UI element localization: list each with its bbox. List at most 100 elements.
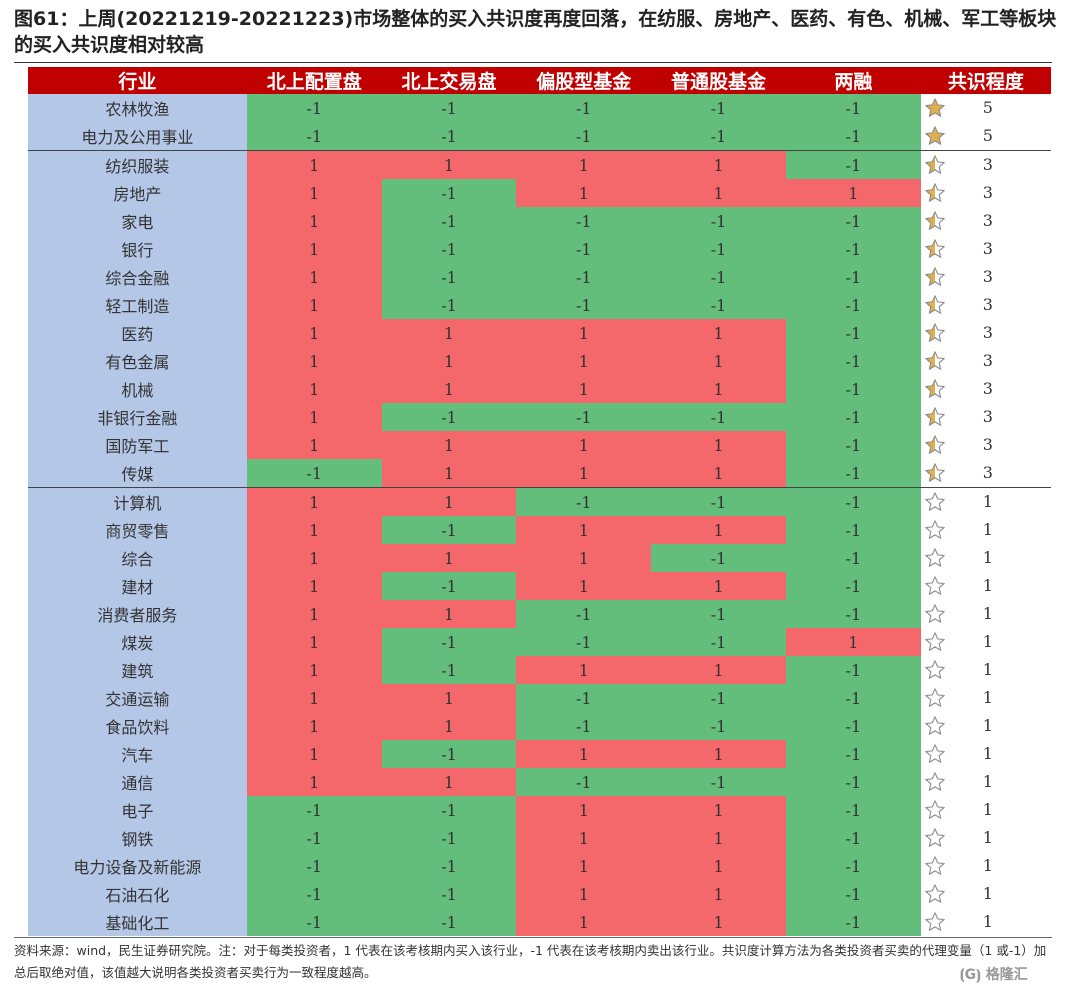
cell-margin-trading: -1 [785, 712, 921, 740]
cell-margin-trading: -1 [785, 235, 921, 263]
consensus-score: 1 [982, 884, 993, 903]
cell-northbound-allocation: 1 [246, 600, 382, 628]
cell-northbound-trading: -1 [381, 740, 517, 768]
cell-northbound-trading: -1 [381, 291, 517, 319]
consensus-score: 1 [982, 772, 993, 791]
cell-northbound-allocation: 1 [246, 740, 382, 768]
cell-northbound-allocation: 1 [246, 712, 382, 740]
cell-margin-trading: -1 [785, 516, 921, 544]
table-row: 通信 1 1 -1 -1 -1 1 [28, 768, 1052, 796]
star-half-icon [925, 239, 945, 258]
industry-name: 电子 [28, 796, 247, 824]
cell-equity-biased-fund: -1 [516, 207, 652, 235]
cell-margin-trading: -1 [785, 600, 921, 628]
table-row: 轻工制造 1 -1 -1 -1 -1 3 [28, 291, 1052, 319]
consensus-cell: 3 [920, 151, 1052, 179]
industry-name: 建材 [28, 572, 247, 600]
industry-name: 房地产 [28, 179, 247, 207]
cell-northbound-allocation: -1 [246, 796, 382, 824]
table-row: 机械 1 1 1 1 -1 3 [28, 375, 1052, 403]
cell-common-stock-fund: 1 [651, 179, 786, 207]
consensus-cell: 1 [920, 488, 1052, 516]
cell-margin-trading: -1 [785, 403, 921, 431]
cell-northbound-trading: 1 [381, 347, 517, 375]
table-row: 建筑 1 -1 1 1 -1 1 [28, 656, 1052, 684]
header-northbound-allocation: 北上配置盘 [266, 71, 362, 93]
cell-northbound-allocation: 1 [246, 768, 382, 796]
cell-northbound-allocation: 1 [246, 544, 382, 572]
consensus-cell: 1 [920, 852, 1052, 880]
industry-name: 综合 [28, 544, 247, 572]
industry-name: 电力设备及新能源 [28, 852, 247, 880]
consensus-score: 1 [982, 660, 993, 679]
cell-margin-trading: -1 [785, 572, 921, 600]
cell-margin-trading: -1 [785, 544, 921, 572]
cell-equity-biased-fund: 1 [516, 740, 652, 768]
cell-common-stock-fund: 1 [651, 740, 786, 768]
industry-name: 传媒 [28, 459, 247, 487]
star-empty-icon [925, 884, 945, 903]
industry-name: 建筑 [28, 656, 247, 684]
consensus-cell: 1 [920, 656, 1052, 684]
cell-northbound-trading: 1 [381, 712, 517, 740]
consensus-score: 3 [982, 379, 993, 398]
consensus-cell: 3 [920, 403, 1052, 431]
industry-name: 通信 [28, 768, 247, 796]
consensus-score: 1 [982, 744, 993, 763]
cell-northbound-allocation: 1 [246, 488, 382, 516]
title-divider [14, 62, 1052, 63]
star-empty-icon [925, 688, 945, 707]
cell-common-stock-fund: -1 [651, 712, 786, 740]
consensus-cell: 3 [920, 431, 1052, 459]
cell-margin-trading: -1 [785, 656, 921, 684]
cell-equity-biased-fund: 1 [516, 516, 652, 544]
cell-margin-trading: 1 [785, 628, 921, 656]
cell-northbound-allocation: 1 [246, 628, 382, 656]
cell-margin-trading: -1 [785, 431, 921, 459]
cell-equity-biased-fund: -1 [516, 768, 652, 796]
star-empty-icon [925, 548, 945, 567]
star-empty-icon [925, 856, 945, 875]
cell-margin-trading: -1 [785, 151, 921, 179]
star-empty-icon [925, 660, 945, 679]
table-row: 非银行金融 1 -1 -1 -1 -1 3 [28, 403, 1052, 431]
cell-common-stock-fund: -1 [651, 291, 786, 319]
cell-equity-biased-fund: 1 [516, 459, 652, 487]
cell-common-stock-fund: -1 [651, 122, 786, 150]
cell-equity-biased-fund: 1 [516, 347, 652, 375]
cell-common-stock-fund: -1 [651, 207, 786, 235]
star-empty-icon [925, 744, 945, 763]
consensus-cell: 3 [920, 235, 1052, 263]
star-half-icon [925, 379, 945, 398]
star-empty-icon [925, 828, 945, 847]
cell-northbound-allocation: 1 [246, 347, 382, 375]
star-empty-icon [925, 632, 945, 651]
table-row: 有色金属 1 1 1 1 -1 3 [28, 347, 1052, 375]
table-row: 传媒 -1 1 1 1 -1 3 [28, 459, 1052, 487]
cell-common-stock-fund: 1 [651, 347, 786, 375]
cell-northbound-allocation: 1 [246, 207, 382, 235]
industry-name: 非银行金融 [28, 403, 247, 431]
cell-northbound-trading: -1 [381, 880, 517, 908]
table-row: 电子 -1 -1 1 1 -1 1 [28, 796, 1052, 824]
cell-common-stock-fund: 1 [651, 572, 786, 600]
cell-northbound-allocation: 1 [246, 235, 382, 263]
cell-common-stock-fund: 1 [651, 656, 786, 684]
cell-northbound-trading: -1 [381, 628, 517, 656]
consensus-cell: 3 [920, 263, 1052, 291]
consensus-score: 1 [982, 716, 993, 735]
cell-equity-biased-fund: -1 [516, 684, 652, 712]
table-row: 交通运输 1 1 -1 -1 -1 1 [28, 684, 1052, 712]
consensus-score: 3 [982, 183, 993, 202]
cell-common-stock-fund: 1 [651, 375, 786, 403]
cell-northbound-allocation: -1 [246, 94, 382, 122]
consensus-cell: 3 [920, 347, 1052, 375]
cell-northbound-allocation: 1 [246, 656, 382, 684]
table-row: 综合金融 1 -1 -1 -1 -1 3 [28, 263, 1052, 291]
consensus-cell: 5 [920, 94, 1052, 122]
star-half-icon [925, 463, 945, 482]
cell-margin-trading: -1 [785, 375, 921, 403]
source-note: 资料来源：wind，民生证券研究院。注：对于每类投资者，1 代表在该考核期内买入… [14, 943, 1047, 980]
consensus-score: 3 [982, 155, 993, 174]
consensus-score: 1 [982, 548, 993, 567]
